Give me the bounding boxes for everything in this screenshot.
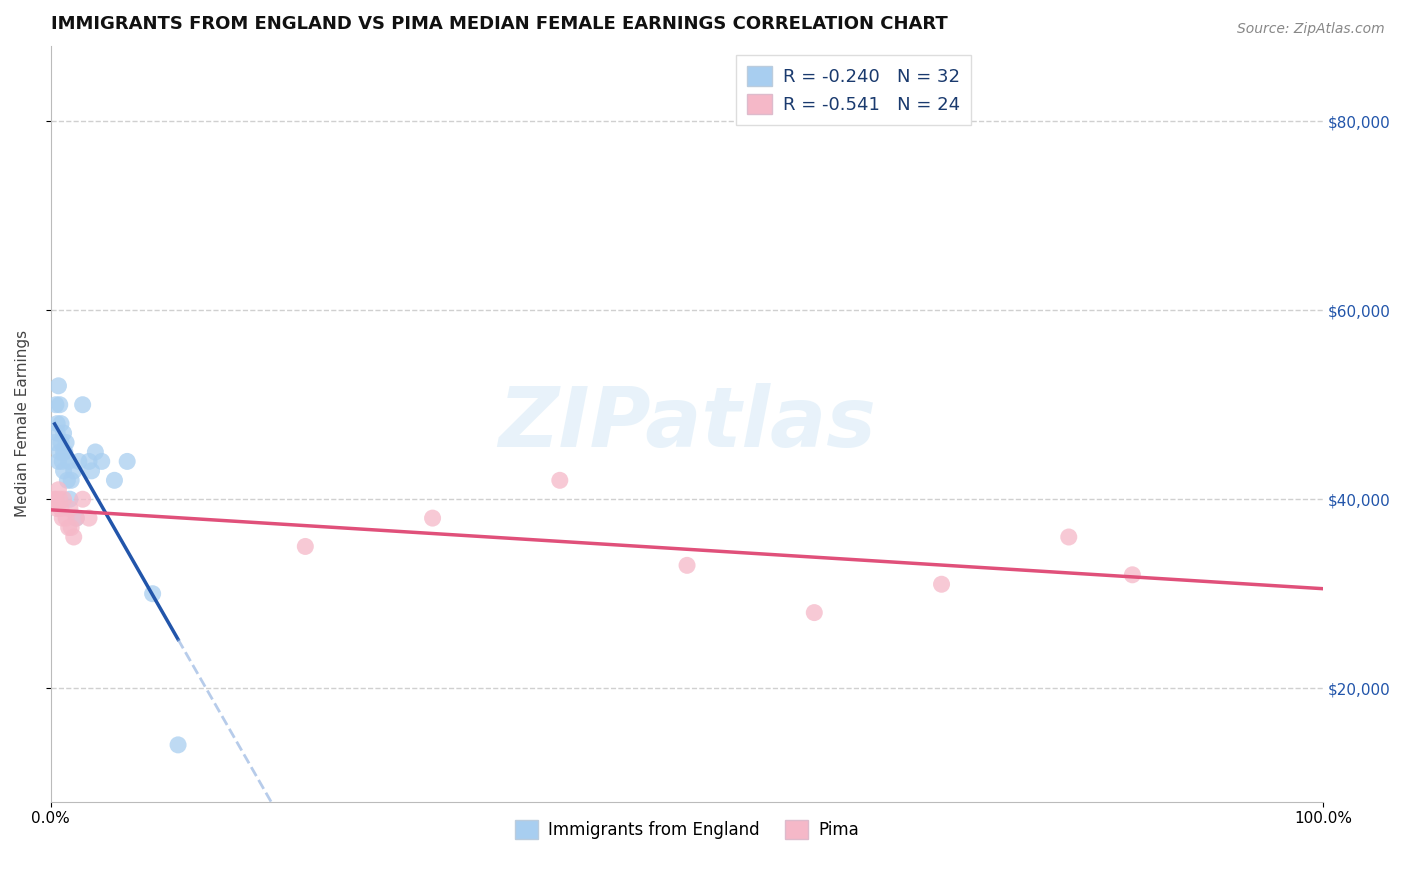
Point [1121, 567, 1143, 582]
Y-axis label: Median Female Earnings: Median Female Earnings [15, 330, 30, 517]
Point [60, 520, 83, 534]
Point [72, 398, 94, 412]
Point [52, 445, 75, 459]
Point [142, 587, 165, 601]
Point [53, 445, 76, 459]
Point [56, 473, 79, 487]
Point [48, 379, 70, 393]
Point [676, 558, 699, 573]
Point [59, 492, 82, 507]
Point [294, 540, 316, 554]
Text: ZIPatlas: ZIPatlas [498, 384, 876, 464]
Point [48, 454, 70, 468]
Point [65, 511, 87, 525]
Point [55, 511, 77, 525]
Point [55, 435, 77, 450]
Point [44, 435, 66, 450]
Point [48, 492, 70, 507]
Point [49, 417, 72, 431]
Point [45, 492, 67, 507]
Point [51, 454, 73, 468]
Point [52, 464, 75, 478]
Point [52, 426, 75, 441]
Point [46, 501, 69, 516]
Point [44, 492, 66, 507]
Point [65, 511, 87, 525]
Legend: Immigrants from England, Pima: Immigrants from England, Pima [509, 814, 866, 847]
Point [58, 454, 80, 468]
Point [77, 454, 100, 468]
Point [77, 511, 100, 525]
Point [80, 464, 103, 478]
Point [46, 417, 69, 431]
Point [803, 606, 825, 620]
Point [58, 520, 80, 534]
Point [931, 577, 953, 591]
Point [115, 454, 138, 468]
Point [67, 454, 90, 468]
Point [45, 398, 67, 412]
Point [72, 492, 94, 507]
Point [90, 454, 112, 468]
Point [103, 473, 125, 487]
Point [49, 501, 72, 516]
Point [60, 473, 83, 487]
Point [48, 445, 70, 459]
Point [62, 530, 84, 544]
Point [49, 435, 72, 450]
Point [1057, 530, 1080, 544]
Point [48, 398, 70, 412]
Point [422, 511, 444, 525]
Text: Source: ZipAtlas.com: Source: ZipAtlas.com [1237, 22, 1385, 37]
Point [51, 511, 73, 525]
Point [548, 473, 571, 487]
Point [167, 738, 190, 752]
Point [59, 501, 82, 516]
Point [46, 426, 69, 441]
Point [48, 483, 70, 497]
Point [84, 445, 107, 459]
Point [62, 464, 84, 478]
Point [52, 492, 75, 507]
Text: IMMIGRANTS FROM ENGLAND VS PIMA MEDIAN FEMALE EARNINGS CORRELATION CHART: IMMIGRANTS FROM ENGLAND VS PIMA MEDIAN F… [51, 15, 948, 33]
